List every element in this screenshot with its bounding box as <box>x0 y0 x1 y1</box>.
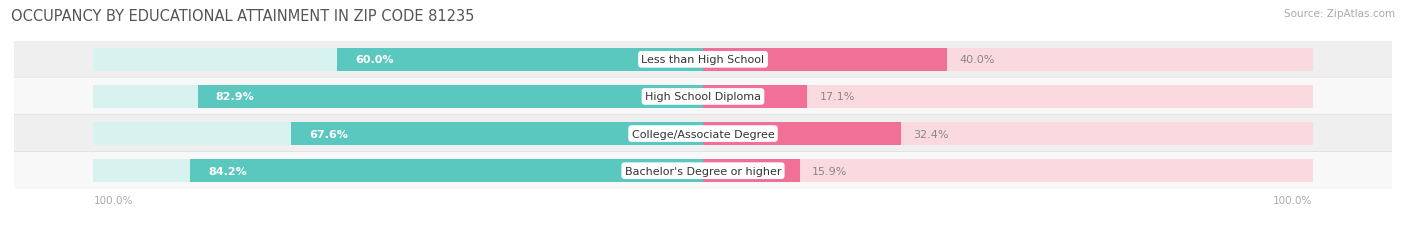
Text: OCCUPANCY BY EDUCATIONAL ATTAINMENT IN ZIP CODE 81235: OCCUPANCY BY EDUCATIONAL ATTAINMENT IN Z… <box>11 9 475 24</box>
FancyBboxPatch shape <box>0 41 1406 79</box>
Text: Source: ZipAtlas.com: Source: ZipAtlas.com <box>1284 9 1395 19</box>
Bar <box>93 85 703 109</box>
Bar <box>703 49 1313 72</box>
Bar <box>198 85 703 109</box>
Bar <box>93 122 703 146</box>
Text: 100.0%: 100.0% <box>93 195 132 205</box>
FancyBboxPatch shape <box>0 152 1406 190</box>
FancyBboxPatch shape <box>0 78 1406 116</box>
Text: College/Associate Degree: College/Associate Degree <box>631 129 775 139</box>
Text: Less than High School: Less than High School <box>641 55 765 65</box>
Bar <box>703 85 1313 109</box>
Bar <box>93 159 703 182</box>
Bar <box>93 49 703 72</box>
Text: High School Diploma: High School Diploma <box>645 92 761 102</box>
Text: 100.0%: 100.0% <box>1274 195 1313 205</box>
Bar <box>337 49 703 72</box>
Bar <box>703 159 1313 182</box>
Bar <box>703 122 1313 146</box>
Text: 15.9%: 15.9% <box>813 166 848 176</box>
Text: 67.6%: 67.6% <box>309 129 349 139</box>
Text: 82.9%: 82.9% <box>217 92 254 102</box>
Text: 84.2%: 84.2% <box>208 166 246 176</box>
Text: Bachelor's Degree or higher: Bachelor's Degree or higher <box>624 166 782 176</box>
Bar <box>703 85 807 109</box>
Bar <box>703 159 800 182</box>
Bar <box>703 49 946 72</box>
Text: 32.4%: 32.4% <box>912 129 948 139</box>
Text: 17.1%: 17.1% <box>820 92 855 102</box>
Bar <box>703 122 900 146</box>
Bar <box>291 122 703 146</box>
Bar <box>190 159 703 182</box>
Text: 40.0%: 40.0% <box>959 55 994 65</box>
Text: 60.0%: 60.0% <box>356 55 394 65</box>
FancyBboxPatch shape <box>0 115 1406 153</box>
